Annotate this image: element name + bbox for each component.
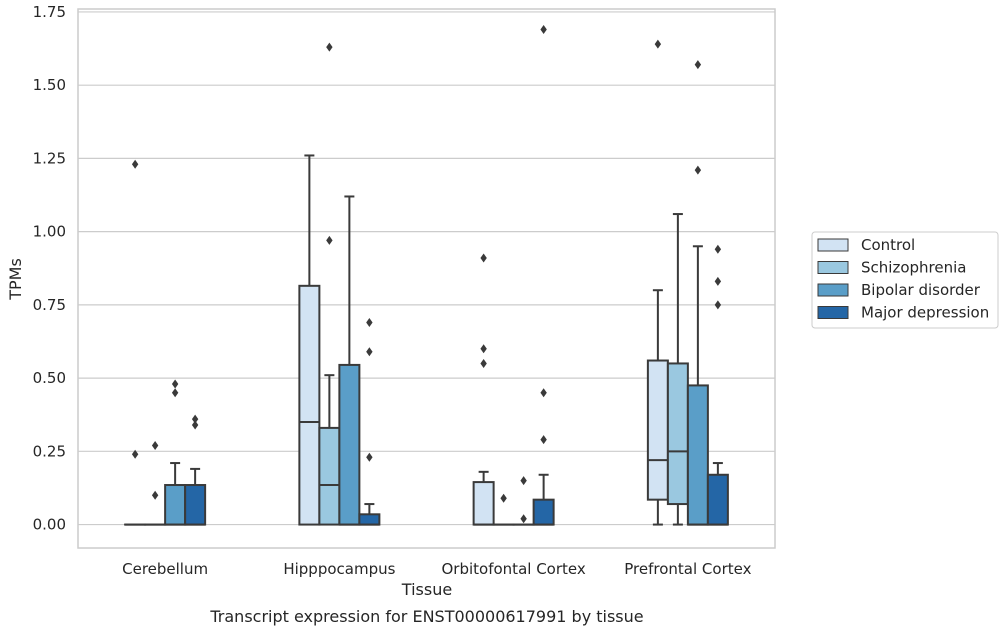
- box-group: [492, 493, 515, 526]
- outlier-point: [480, 344, 487, 354]
- box: [666, 362, 689, 506]
- outlier-point: [714, 276, 722, 286]
- box-group: [686, 60, 709, 526]
- outlier-point: [520, 514, 527, 524]
- legend-swatch: [817, 283, 849, 297]
- x-tick-labels: Cerebellum Hipppocampus Orbitofontal Corte…: [122, 560, 751, 578]
- outlier-point: [366, 317, 373, 327]
- y-tick-label: 1.25: [33, 149, 66, 167]
- outlier-point: [171, 379, 179, 389]
- y-tick-label: 0.00: [33, 516, 66, 534]
- x-tick-label: Orbitofontal Cortex: [442, 560, 586, 578]
- outlier-point: [191, 414, 199, 424]
- outlier-point: [131, 449, 139, 459]
- box: [358, 513, 381, 526]
- box: [646, 359, 669, 501]
- box-group: [646, 39, 669, 526]
- legend-label: Schizophrenia: [861, 259, 966, 277]
- box: [184, 484, 207, 526]
- box-group: [472, 253, 495, 526]
- chart-title: Transcript expression for ENST0000061799…: [209, 607, 643, 626]
- outlier-point: [714, 300, 722, 310]
- outlier-point: [366, 347, 373, 357]
- legend-swatch: [817, 238, 849, 252]
- outlier-point: [540, 388, 547, 398]
- box-group: [706, 244, 729, 526]
- x-axis-label: Tissue: [401, 580, 452, 599]
- outlier-point: [694, 165, 702, 175]
- box: [164, 484, 187, 526]
- x-tick-label: Hipppocampus: [283, 560, 395, 578]
- box-group: [532, 25, 555, 526]
- outlier-point: [540, 25, 547, 35]
- plot-area: [124, 25, 729, 526]
- outlier-point: [714, 244, 722, 254]
- legend: Control Schizophrenia Bipolar disorder Majo…: [811, 231, 999, 329]
- legend-swatch: [817, 306, 849, 319]
- box: [706, 473, 729, 526]
- legend-label: Major depression: [861, 304, 989, 322]
- legend-label: Control: [861, 236, 915, 254]
- box: [318, 426, 341, 526]
- outlier-point: [500, 493, 507, 503]
- box: [532, 498, 555, 526]
- legend-frame: [811, 231, 999, 329]
- box-group: [358, 317, 381, 526]
- y-tick-label: 1.75: [33, 3, 66, 21]
- box: [298, 284, 321, 526]
- outlier-point: [520, 476, 527, 486]
- box: [472, 481, 495, 526]
- outlier-point: [480, 253, 487, 263]
- outlier-point: [326, 42, 333, 52]
- box-group: [124, 159, 147, 526]
- box: [686, 384, 709, 526]
- grid-lines: [78, 11, 775, 526]
- outlier-point: [694, 60, 702, 70]
- outlier-point: [171, 388, 179, 398]
- outlier-point: [480, 358, 487, 368]
- box-group: [184, 414, 207, 526]
- box-group: [298, 154, 321, 526]
- outlier-point: [326, 235, 333, 245]
- box-group: [318, 42, 341, 526]
- outlier-point: [151, 440, 159, 450]
- box-group: [666, 213, 689, 526]
- outlier-point: [151, 490, 159, 500]
- y-tick-label: 1.00: [33, 223, 66, 241]
- outlier-point: [191, 420, 199, 430]
- box-group: [338, 195, 361, 526]
- outlier-point: [654, 39, 662, 49]
- legend-swatch: [817, 261, 849, 274]
- x-tick-label: Prefrontal Cortex: [624, 560, 751, 578]
- box-group: [512, 476, 535, 526]
- box: [338, 363, 361, 526]
- y-tick-label: 1.50: [33, 76, 66, 94]
- y-tick-label: 0.25: [33, 442, 66, 460]
- x-tick-label: Cerebellum: [122, 560, 208, 578]
- plot-frame: [77, 8, 776, 549]
- outlier-point: [540, 435, 547, 445]
- y-tick-labels: 0.00 0.25 0.50 0.75 1.00 1.25 1.50 1.75: [33, 3, 66, 534]
- y-tick-label: 0.50: [33, 369, 66, 387]
- y-axis-label: TPMs: [6, 258, 25, 301]
- outlier-point: [131, 159, 139, 169]
- box-group: [164, 379, 187, 526]
- outlier-point: [366, 452, 373, 462]
- legend-label: Bipolar disorder: [861, 281, 981, 299]
- y-tick-label: 0.75: [33, 296, 66, 314]
- box-group: [144, 440, 167, 526]
